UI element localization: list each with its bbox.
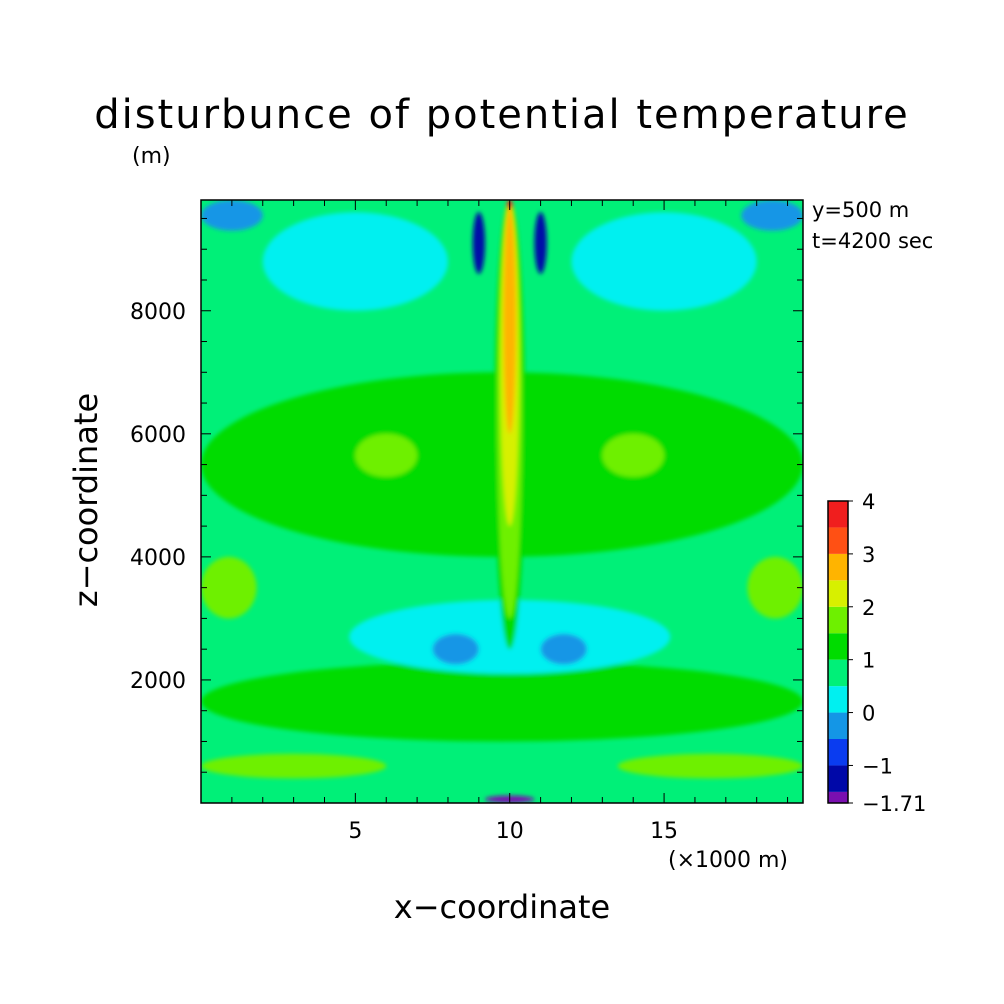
x-axis-ticks: 5 10 15 <box>231 200 789 844</box>
chart-title: disturbunce of potential temperature <box>94 92 910 138</box>
x-tick-label: 10 <box>496 819 524 844</box>
y-tick-label: 8000 <box>130 300 186 325</box>
plot-frame <box>200 199 804 804</box>
colorbar-frame <box>827 500 849 804</box>
colorbar-label: 0 <box>862 702 875 726</box>
y-axis-unit: (m) <box>132 144 171 169</box>
colorbar-label: 4 <box>862 490 875 514</box>
colorbar-label: 2 <box>862 596 875 620</box>
colorbar-segment <box>828 791 848 803</box>
x-tick-label: 15 <box>650 819 678 844</box>
colorbar-label: −1.71 <box>862 792 926 816</box>
temperature-field <box>201 200 803 803</box>
field-region <box>432 633 479 665</box>
colorbar-segment <box>828 712 848 740</box>
colorbar-segment <box>828 765 848 792</box>
field-region <box>540 633 587 665</box>
colorbar-label: 3 <box>862 543 875 567</box>
field-region <box>201 661 803 742</box>
field-region <box>503 206 516 434</box>
colorbar-segment <box>828 686 848 713</box>
colorbar-segment <box>828 659 848 687</box>
field-region <box>571 212 757 311</box>
y-tick-label: 6000 <box>130 423 186 448</box>
y-tick-label: 2000 <box>130 669 186 694</box>
field-region <box>534 212 547 274</box>
x-axis-label: x−coordinate <box>393 888 611 926</box>
colorbar-segment <box>828 606 848 634</box>
colorbar: 4 3 2 1 0 −1 −1.71 <box>827 490 926 816</box>
colorbar-segment <box>828 580 848 607</box>
colorbar-segment <box>828 527 848 554</box>
x-tick-label: 5 <box>348 819 362 844</box>
field-region <box>201 753 387 779</box>
x-axis-unit: (×1000 m) <box>668 848 789 873</box>
field-region <box>617 753 803 779</box>
field-region <box>602 433 665 477</box>
annotation-t: t=4200 sec <box>812 229 934 253</box>
colorbar-label: 1 <box>862 649 875 673</box>
field-region <box>262 212 448 311</box>
field-region <box>741 200 803 231</box>
y-tick-label: 4000 <box>130 546 186 571</box>
colorbar-segment <box>828 553 848 581</box>
field-region <box>201 200 263 231</box>
colorbar-segment <box>828 633 848 660</box>
field-region <box>201 556 257 619</box>
annotation-y: y=500 m <box>812 198 910 222</box>
colorbar-segment <box>828 501 848 528</box>
field-region <box>747 556 803 619</box>
colorbar-segment <box>828 739 848 766</box>
field-region <box>472 212 486 274</box>
y-axis-ticks: 2000 4000 6000 8000 <box>130 217 803 773</box>
field-region <box>355 433 418 477</box>
colorbar-label: −1 <box>862 754 893 778</box>
